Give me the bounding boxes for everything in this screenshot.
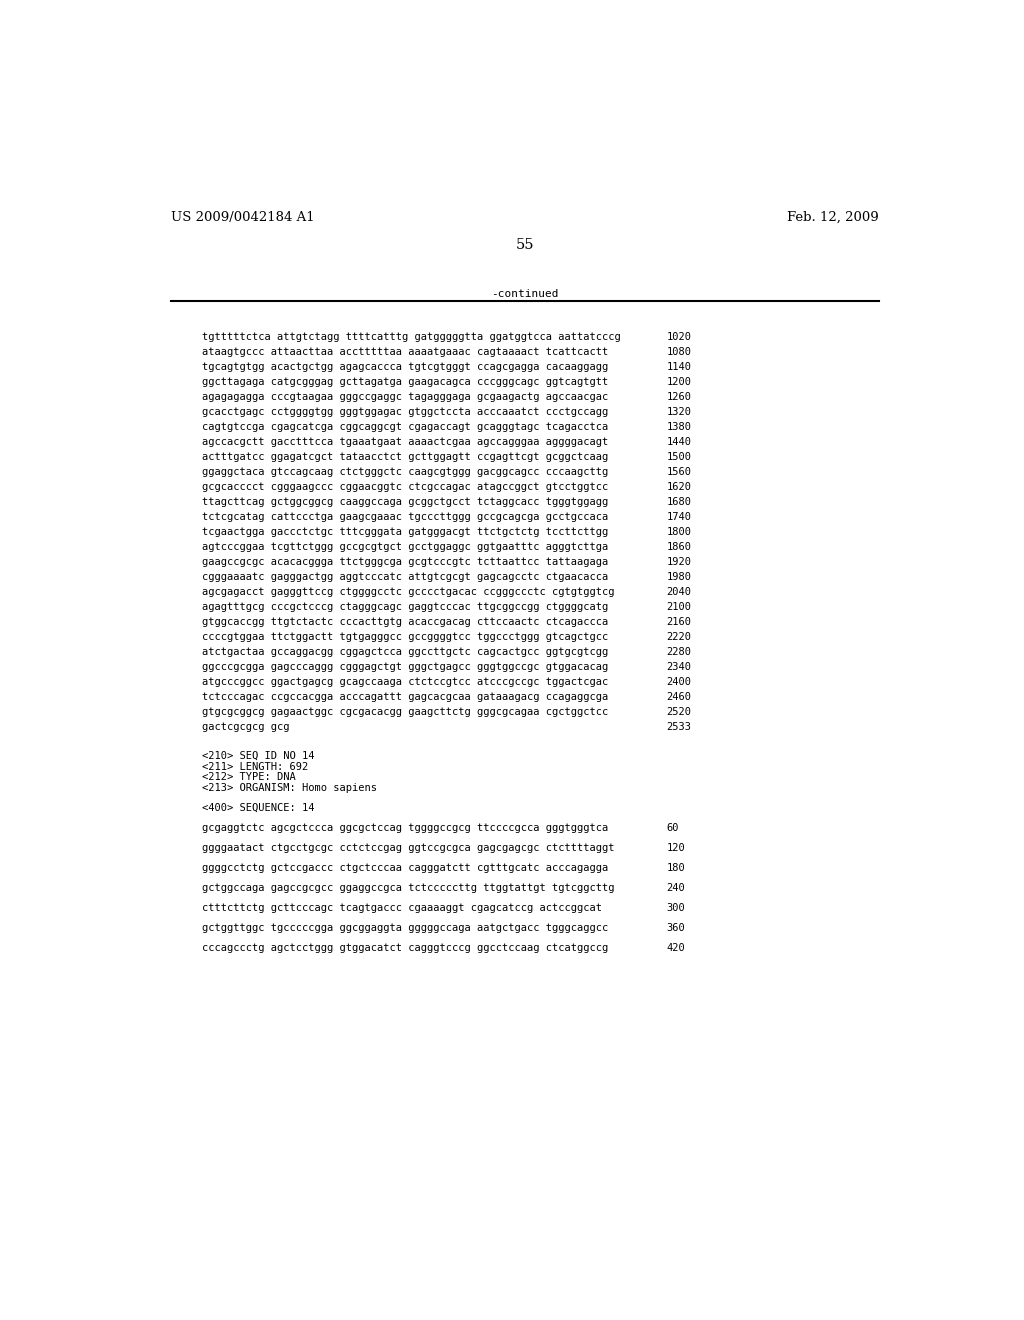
Text: agcgagacct gagggttccg ctggggcctc gcccctgacac ccgggccctc cgtgtggtcg: agcgagacct gagggttccg ctggggcctc gcccctg… — [202, 587, 614, 597]
Text: 1920: 1920 — [667, 557, 691, 566]
Text: ggggaatact ctgcctgcgc cctctccgag ggtccgcgca gagcgagcgc ctcttttaggt: ggggaatact ctgcctgcgc cctctccgag ggtccgc… — [202, 843, 614, 853]
Text: tgtttttctca attgtctagg ttttcatttg gatgggggtta ggatggtcca aattatcccg: tgtttttctca attgtctagg ttttcatttg gatggg… — [202, 331, 621, 342]
Text: 2220: 2220 — [667, 632, 691, 642]
Text: <213> ORGANISM: Homo sapiens: <213> ORGANISM: Homo sapiens — [202, 783, 377, 793]
Text: ccccgtggaa ttctggactt tgtgagggcc gccggggtcc tggccctggg gtcagctgcc: ccccgtggaa ttctggactt tgtgagggcc gccgggg… — [202, 632, 608, 642]
Text: ttagcttcag gctggcggcg caaggccaga gcggctgcct tctaggcacc tgggtggagg: ttagcttcag gctggcggcg caaggccaga gcggctg… — [202, 496, 608, 507]
Text: gactcgcgcg gcg: gactcgcgcg gcg — [202, 722, 289, 733]
Text: gaagccgcgc acacacggga ttctgggcga gcgtcccgtc tcttaattcc tattaagaga: gaagccgcgc acacacggga ttctgggcga gcgtccc… — [202, 557, 608, 566]
Text: <400> SEQUENCE: 14: <400> SEQUENCE: 14 — [202, 803, 314, 813]
Text: 1860: 1860 — [667, 543, 691, 552]
Text: 60: 60 — [667, 824, 679, 833]
Text: 2040: 2040 — [667, 587, 691, 597]
Text: 2340: 2340 — [667, 663, 691, 672]
Text: gtgcgcggcg gagaactggc cgcgacacgg gaagcttctg gggcgcagaa cgctggctcc: gtgcgcggcg gagaactggc cgcgacacgg gaagctt… — [202, 708, 608, 717]
Text: 1140: 1140 — [667, 362, 691, 372]
Text: agtcccggaa tcgttctggg gccgcgtgct gcctggaggc ggtgaatttc agggtcttga: agtcccggaa tcgttctggg gccgcgtgct gcctgga… — [202, 543, 608, 552]
Text: 1680: 1680 — [667, 496, 691, 507]
Text: 2460: 2460 — [667, 692, 691, 702]
Text: 1560: 1560 — [667, 467, 691, 477]
Text: agagtttgcg cccgctcccg ctagggcagc gaggtcccac ttgcggccgg ctggggcatg: agagtttgcg cccgctcccg ctagggcagc gaggtcc… — [202, 602, 608, 612]
Text: tcgaactgga gaccctctgc tttcgggata gatgggacgt ttctgctctg tccttcttgg: tcgaactgga gaccctctgc tttcgggata gatggga… — [202, 527, 608, 537]
Text: 240: 240 — [667, 883, 685, 892]
Text: tctcccagac ccgccacgga acccagattt gagcacgcaa gataaagacg ccagaggcga: tctcccagac ccgccacgga acccagattt gagcacg… — [202, 692, 608, 702]
Text: gcgaggtctc agcgctccca ggcgctccag tggggccgcg ttccccgcca gggtgggtca: gcgaggtctc agcgctccca ggcgctccag tggggcc… — [202, 824, 608, 833]
Text: Feb. 12, 2009: Feb. 12, 2009 — [787, 211, 879, 224]
Text: 55: 55 — [515, 238, 535, 252]
Text: 2520: 2520 — [667, 708, 691, 717]
Text: agagagagga cccgtaagaa gggccgaggc tagagggaga gcgaagactg agccaacgac: agagagagga cccgtaagaa gggccgaggc tagaggg… — [202, 392, 608, 401]
Text: gtggcaccgg ttgtctactc cccacttgtg acaccgacag cttccaactc ctcagaccca: gtggcaccgg ttgtctactc cccacttgtg acaccga… — [202, 616, 608, 627]
Text: 1980: 1980 — [667, 572, 691, 582]
Text: 1260: 1260 — [667, 392, 691, 401]
Text: 1620: 1620 — [667, 482, 691, 492]
Text: 1320: 1320 — [667, 407, 691, 417]
Text: 2100: 2100 — [667, 602, 691, 612]
Text: 180: 180 — [667, 863, 685, 873]
Text: 1500: 1500 — [667, 451, 691, 462]
Text: tgcagtgtgg acactgctgg agagcaccca tgtcgtgggt ccagcgagga cacaaggagg: tgcagtgtgg acactgctgg agagcaccca tgtcgtg… — [202, 362, 608, 372]
Text: 2280: 2280 — [667, 647, 691, 657]
Text: ggaggctaca gtccagcaag ctctgggctc caagcgtggg gacggcagcc cccaagcttg: ggaggctaca gtccagcaag ctctgggctc caagcgt… — [202, 467, 608, 477]
Text: <212> TYPE: DNA: <212> TYPE: DNA — [202, 772, 295, 783]
Text: gcacctgagc cctggggtgg gggtggagac gtggctccta acccaaatct ccctgccagg: gcacctgagc cctggggtgg gggtggagac gtggctc… — [202, 407, 608, 417]
Text: 360: 360 — [667, 923, 685, 933]
Text: ggcttagaga catgcgggag gcttagatga gaagacagca cccgggcagc ggtcagtgtt: ggcttagaga catgcgggag gcttagatga gaagaca… — [202, 376, 608, 387]
Text: atgcccggcc ggactgagcg gcagccaaga ctctccgtcc atcccgccgc tggactcgac: atgcccggcc ggactgagcg gcagccaaga ctctccg… — [202, 677, 608, 686]
Text: 300: 300 — [667, 903, 685, 913]
Text: cccagccctg agctcctggg gtggacatct cagggtcccg ggcctccaag ctcatggccg: cccagccctg agctcctggg gtggacatct cagggtc… — [202, 942, 608, 953]
Text: 1380: 1380 — [667, 422, 691, 432]
Text: ctttcttctg gcttcccagc tcagtgaccc cgaaaaggt cgagcatccg actccggcat: ctttcttctg gcttcccagc tcagtgaccc cgaaaag… — [202, 903, 602, 913]
Text: 120: 120 — [667, 843, 685, 853]
Text: -continued: -continued — [492, 289, 558, 300]
Text: agccacgctt gacctttcca tgaaatgaat aaaactcgaa agccagggaa aggggacagt: agccacgctt gacctttcca tgaaatgaat aaaactc… — [202, 437, 608, 446]
Text: 1200: 1200 — [667, 376, 691, 387]
Text: 2533: 2533 — [667, 722, 691, 733]
Text: gctggccaga gagccgcgcc ggaggccgca tctcccccttg ttggtattgt tgtcggcttg: gctggccaga gagccgcgcc ggaggccgca tctcccc… — [202, 883, 614, 892]
Text: atctgactaa gccaggacgg cggagctcca ggccttgctc cagcactgcc ggtgcgtcgg: atctgactaa gccaggacgg cggagctcca ggccttg… — [202, 647, 608, 657]
Text: ggcccgcgga gagcccaggg cgggagctgt gggctgagcc gggtggccgc gtggacacag: ggcccgcgga gagcccaggg cgggagctgt gggctga… — [202, 663, 608, 672]
Text: 1800: 1800 — [667, 527, 691, 537]
Text: 420: 420 — [667, 942, 685, 953]
Text: cagtgtccga cgagcatcga cggcaggcgt cgagaccagt gcagggtagc tcagacctca: cagtgtccga cgagcatcga cggcaggcgt cgagacc… — [202, 422, 608, 432]
Text: US 2009/0042184 A1: US 2009/0042184 A1 — [171, 211, 314, 224]
Text: tctcgcatag cattccctga gaagcgaaac tgcccttggg gccgcagcga gcctgccaca: tctcgcatag cattccctga gaagcgaaac tgccctt… — [202, 512, 608, 521]
Text: 1740: 1740 — [667, 512, 691, 521]
Text: cgggaaaatc gagggactgg aggtcccatc attgtcgcgt gagcagcctc ctgaacacca: cgggaaaatc gagggactgg aggtcccatc attgtcg… — [202, 572, 608, 582]
Text: 1020: 1020 — [667, 331, 691, 342]
Text: ataagtgccc attaacttaa acctttttaa aaaatgaaac cagtaaaact tcattcactt: ataagtgccc attaacttaa acctttttaa aaaatga… — [202, 347, 608, 356]
Text: gctggttggc tgcccccgga ggcggaggta gggggccaga aatgctgacc tgggcaggcc: gctggttggc tgcccccgga ggcggaggta gggggcc… — [202, 923, 608, 933]
Text: actttgatcc ggagatcgct tataacctct gcttggagtt ccgagttcgt gcggctcaag: actttgatcc ggagatcgct tataacctct gcttgga… — [202, 451, 608, 462]
Text: 2160: 2160 — [667, 616, 691, 627]
Text: gcgcacccct cgggaagccc cggaacggtc ctcgccagac atagccggct gtcctggtcc: gcgcacccct cgggaagccc cggaacggtc ctcgcca… — [202, 482, 608, 492]
Text: 1080: 1080 — [667, 347, 691, 356]
Text: <210> SEQ ID NO 14: <210> SEQ ID NO 14 — [202, 751, 314, 760]
Text: 2400: 2400 — [667, 677, 691, 686]
Text: <211> LENGTH: 692: <211> LENGTH: 692 — [202, 762, 308, 772]
Text: ggggcctctg gctccgaccc ctgctcccaa cagggatctt cgtttgcatc acccagagga: ggggcctctg gctccgaccc ctgctcccaa cagggat… — [202, 863, 608, 873]
Text: 1440: 1440 — [667, 437, 691, 446]
